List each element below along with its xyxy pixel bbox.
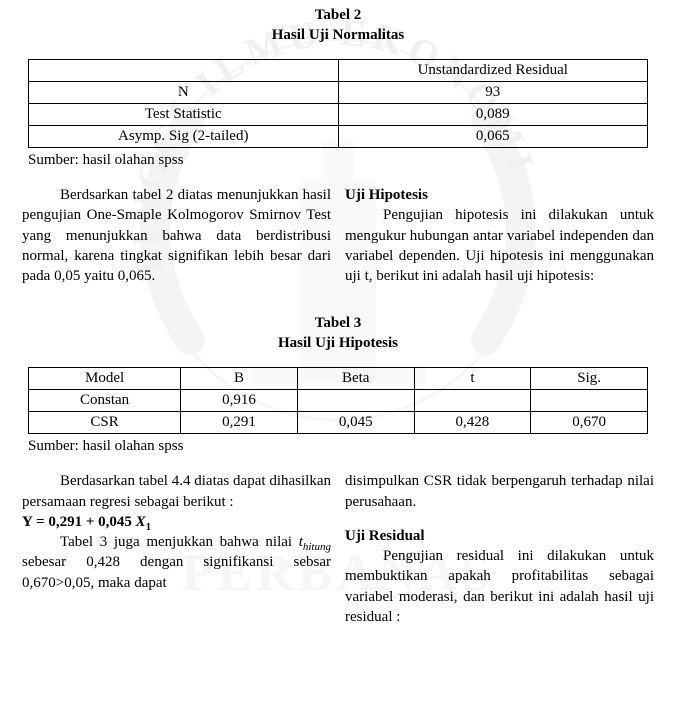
para-t3-left2-a: Tabel 3 juga menjukkan bahwa nilai: [60, 534, 299, 550]
table3-title: Tabel 3 Hasil Uji Hipotesis: [0, 314, 676, 353]
table3-header-row: Model B Beta t Sig.: [29, 368, 648, 390]
cell: [414, 390, 531, 412]
table-row: N 93: [29, 82, 648, 104]
cell: [297, 390, 414, 412]
table2-header-right: Unstandardized Residual: [338, 60, 648, 82]
cell: 0,916: [181, 390, 298, 412]
col-right-1: Uji Hipotesis Pengujian hipotesis ini di…: [345, 185, 654, 286]
para-t3-left2: Tabel 3 juga menjukkan bahwa nilai thitu…: [22, 532, 331, 593]
para-t3-right1: disimpulkan CSR tidak berpengaruh terhad…: [345, 471, 654, 512]
cell: 0,291: [181, 412, 298, 434]
th-beta: Beta: [297, 368, 414, 390]
table-row: Constan 0,916: [29, 390, 648, 412]
table-row: CSR 0,291 0,045 0,428 0,670: [29, 412, 648, 434]
table-row: Asymp. Sig (2-tailed) 0,065: [29, 126, 648, 148]
para-t3-left1: Berdasarkan tabel 4.4 diatas dapat dihas…: [22, 471, 331, 512]
para-t3-left2-sub: hitung: [303, 541, 331, 553]
table2-title-line2: Hasil Uji Normalitas: [272, 27, 405, 43]
table2-header-row: Unstandardized Residual: [29, 60, 648, 82]
table3-title-line2: Hasil Uji Hipotesis: [278, 335, 398, 351]
col-left-2: Berdasarkan tabel 4.4 diatas dapat dihas…: [22, 471, 331, 627]
th-model: Model: [29, 368, 181, 390]
table3-title-line1: Tabel 3: [315, 315, 362, 331]
table2-header-blank: [29, 60, 339, 82]
heading-uji-hipotesis: Uji Hipotesis: [345, 185, 654, 205]
cell-value: 93: [338, 82, 648, 104]
th-sig: Sig.: [531, 368, 648, 390]
heading-uji-residual: Uji Residual: [345, 526, 654, 546]
cell-label: N: [29, 82, 339, 104]
col-left-1: Berdsarkan tabel 2 diatas menunjukkan ha…: [22, 185, 331, 286]
equation: Y = 0,291 + 0,045 X1: [22, 512, 331, 532]
table3: Model B Beta t Sig. Constan 0,916 CSR 0,…: [28, 367, 648, 434]
equation-y: Y = 0,291 + 0,045: [22, 514, 136, 530]
cell-value: 0,089: [338, 104, 648, 126]
equation-sub: 1: [146, 521, 152, 533]
cell: 0,045: [297, 412, 414, 434]
table-row: Test Statistic 0,089: [29, 104, 648, 126]
equation-x: X: [136, 514, 146, 530]
cell: [531, 390, 648, 412]
th-t: t: [414, 368, 531, 390]
table2-title-line1: Tabel 2: [315, 7, 362, 23]
para-t3-left2-b: sebesar 0,428 dengan signifikansi sebsar…: [22, 554, 331, 590]
col-right-2: disimpulkan CSR tidak berpengaruh terhad…: [345, 471, 654, 627]
cell-value: 0,065: [338, 126, 648, 148]
cell: 0,428: [414, 412, 531, 434]
para-t3-right2: Pengujian residual ini dilakukan untuk m…: [345, 546, 654, 627]
cell: Constan: [29, 390, 181, 412]
table2-source: Sumber: hasil olahan spss: [28, 152, 676, 169]
cell-label: Asymp. Sig (2-tailed): [29, 126, 339, 148]
cell: 0,670: [531, 412, 648, 434]
table2-title: Tabel 2 Hasil Uji Normalitas: [0, 6, 676, 45]
table3-source: Sumber: hasil olahan spss: [28, 438, 676, 455]
cell: CSR: [29, 412, 181, 434]
cell-label: Test Statistic: [29, 104, 339, 126]
th-b: B: [181, 368, 298, 390]
para-t2-left: Berdsarkan tabel 2 diatas menunjukkan ha…: [22, 185, 331, 286]
table2: Unstandardized Residual N 93 Test Statis…: [28, 59, 648, 148]
para-t2-right: Pengujian hipotesis ini dilakukan untuk …: [345, 205, 654, 286]
